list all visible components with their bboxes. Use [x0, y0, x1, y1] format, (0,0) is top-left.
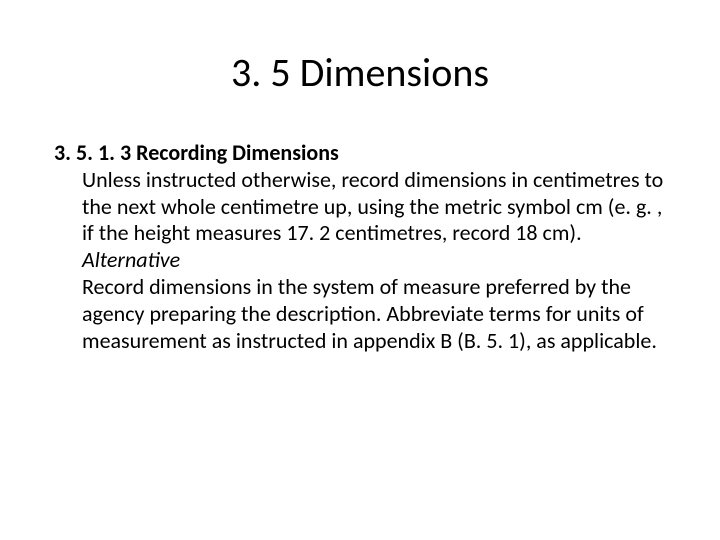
- paragraph-1: Unless instructed otherwise, record dime…: [82, 167, 666, 247]
- slide-body: 3. 5. 1. 3 Recording Dimensions Unless i…: [54, 140, 666, 355]
- slide-title: 3. 5 Dimensions: [0, 48, 720, 97]
- subheading: 3. 5. 1. 3 Recording Dimensions: [54, 140, 666, 167]
- alternative-label: Alternative: [82, 247, 666, 274]
- paragraph-2: Record dimensions in the system of measu…: [82, 274, 666, 354]
- slide: 3. 5 Dimensions 3. 5. 1. 3 Recording Dim…: [0, 0, 720, 540]
